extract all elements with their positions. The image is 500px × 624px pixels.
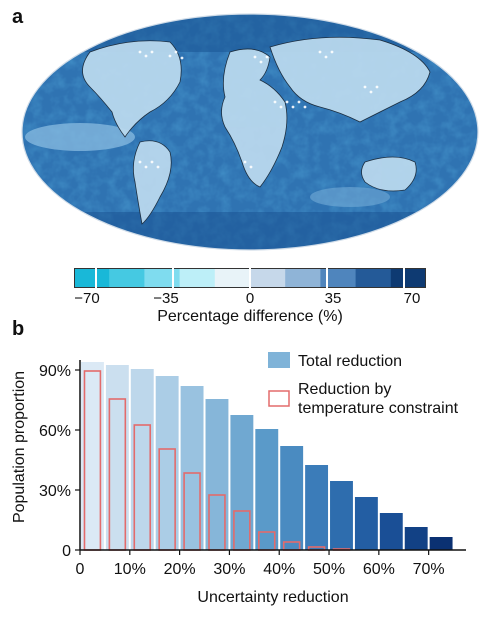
colorbar-tick: 35 bbox=[324, 290, 342, 307]
colorbar-segment bbox=[355, 268, 392, 288]
europe-africa-landmass bbox=[221, 48, 288, 188]
total-reduction-bar bbox=[255, 429, 279, 550]
total-reduction-bars bbox=[81, 362, 453, 550]
colorbar-tick: 0 bbox=[245, 290, 255, 307]
colorbar-segment bbox=[250, 268, 286, 288]
colorbar-segment bbox=[74, 268, 110, 288]
total-reduction-bar bbox=[81, 362, 104, 550]
y-tick-label: 30% bbox=[39, 483, 71, 500]
chart-legend: Total reduction Reduction by temperature c… bbox=[268, 352, 459, 417]
colorbar bbox=[74, 268, 426, 288]
colorbar-segment bbox=[390, 268, 426, 288]
chart-axes: 0 30% 60% 90% 0 10% 20% 30% 40% 50% 60% 70% Uncertai… bbox=[11, 360, 466, 606]
panel-label-a: a bbox=[12, 6, 24, 28]
colorbar-tick: −35 bbox=[153, 290, 179, 307]
total-reduction-bar bbox=[180, 386, 204, 550]
total-reduction-bar bbox=[205, 399, 229, 550]
x-tick-label: 20% bbox=[164, 561, 196, 578]
south-america-landmass bbox=[132, 140, 172, 225]
total-reduction-bar bbox=[429, 537, 453, 550]
total-reduction-bar bbox=[105, 365, 129, 550]
colorbar-segment bbox=[320, 268, 357, 288]
y-axis-title: Population proportion bbox=[11, 371, 28, 523]
x-tick-label: 0 bbox=[76, 561, 85, 578]
asia-landmass bbox=[269, 36, 431, 123]
colorbar-title: Percentage difference (%) bbox=[157, 308, 343, 325]
colorbar-segment bbox=[144, 268, 181, 288]
colorbar-tick: 70 bbox=[403, 290, 421, 307]
x-tick-label: 30% bbox=[213, 561, 245, 578]
north-america-landmass bbox=[82, 40, 182, 138]
x-tick-label: 10% bbox=[114, 561, 146, 578]
panel-label-b: b bbox=[12, 318, 25, 340]
australia-landmass bbox=[361, 156, 417, 192]
colorbar-tick: −70 bbox=[74, 290, 100, 307]
y-tick-label: 60% bbox=[39, 423, 71, 440]
x-tick-label: 50% bbox=[313, 561, 345, 578]
significance-stipples bbox=[138, 50, 379, 169]
x-tick-label: 70% bbox=[413, 561, 445, 578]
legend-label-temperature: Reduction by temperature constraint bbox=[298, 381, 459, 417]
y-tick-label: 0 bbox=[62, 543, 71, 560]
x-axis-title: Uncertainty reduction bbox=[197, 589, 348, 606]
total-reduction-bar bbox=[354, 497, 378, 550]
world-map-percentage-difference bbox=[21, 13, 479, 251]
total-reduction-bar bbox=[379, 513, 403, 550]
legend-label-total: Total reduction bbox=[298, 353, 402, 370]
x-tick-label: 40% bbox=[263, 561, 295, 578]
total-reduction-bar bbox=[230, 415, 254, 550]
uncertainty-reduction-chart: 0 30% 60% 90% 0 10% 20% 30% 40% 50% 60% 70% Uncertai… bbox=[11, 352, 466, 606]
colorbar-segment bbox=[179, 268, 216, 288]
total-reduction-bar bbox=[130, 369, 154, 550]
y-tick-label: 90% bbox=[39, 363, 71, 380]
total-reduction-bar bbox=[404, 527, 428, 550]
legend-swatch-temperature bbox=[268, 390, 290, 407]
total-reduction-bar bbox=[280, 446, 304, 550]
total-reduction-bar bbox=[155, 376, 179, 550]
colorbar-segment bbox=[109, 268, 145, 288]
x-tick-label: 60% bbox=[363, 561, 395, 578]
colorbar-segment bbox=[285, 268, 321, 288]
total-reduction-bar bbox=[305, 465, 329, 550]
colorbar-segment bbox=[214, 268, 251, 288]
total-reduction-bar bbox=[330, 481, 353, 550]
legend-swatch-total bbox=[268, 352, 290, 368]
map-outline bbox=[21, 13, 479, 251]
